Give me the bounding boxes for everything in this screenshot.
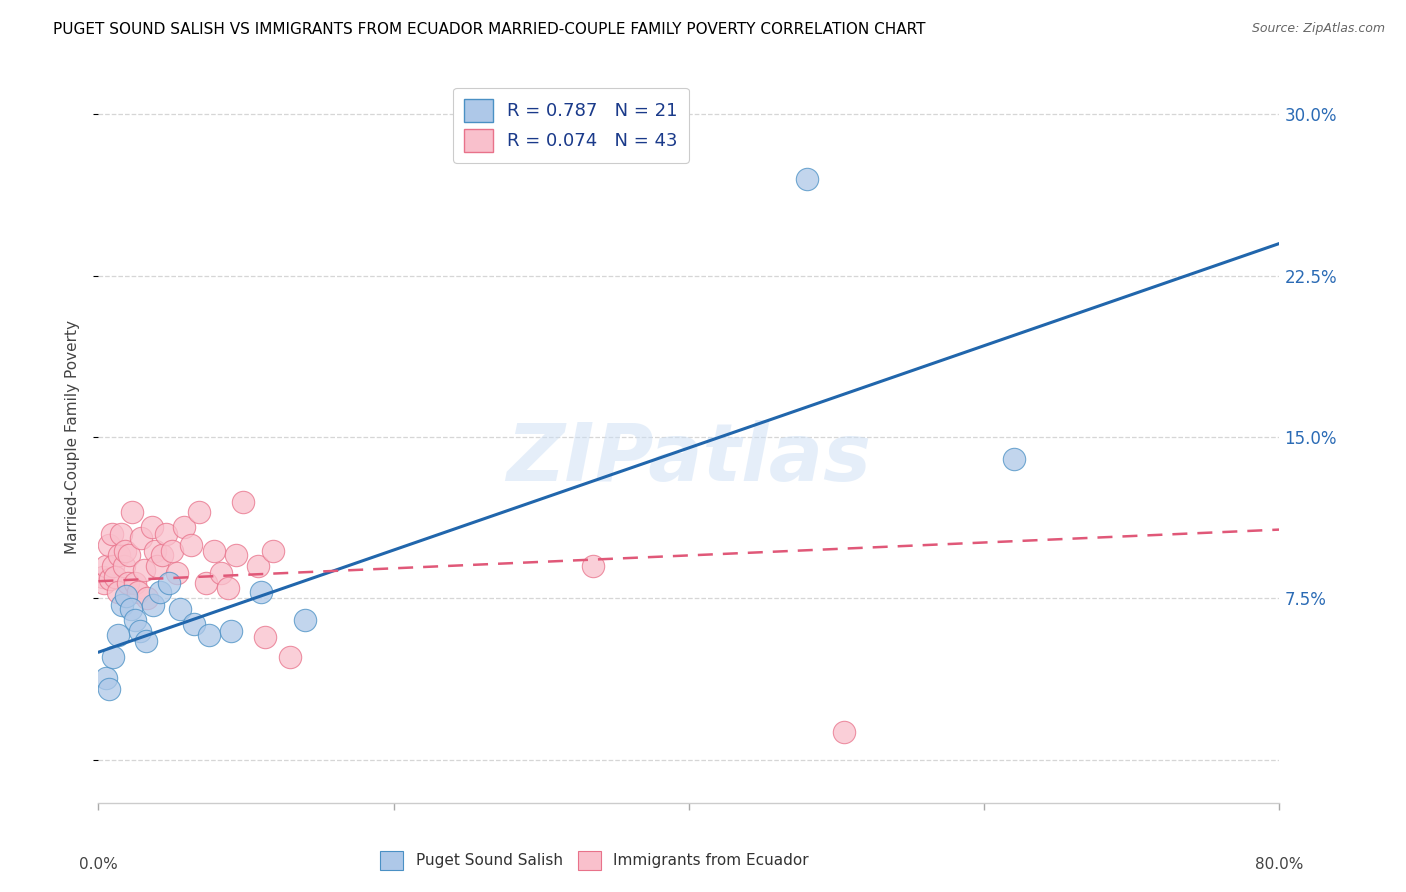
Point xyxy=(111,598,134,612)
Point xyxy=(232,494,254,508)
Text: 80.0%: 80.0% xyxy=(1256,856,1303,871)
Point xyxy=(93,576,115,591)
Point xyxy=(103,559,125,574)
Point xyxy=(108,549,131,563)
Point xyxy=(202,544,225,558)
Point xyxy=(94,559,117,574)
Point xyxy=(97,538,120,552)
Legend: Puget Sound Salish, Immigrants from Ecuador: Puget Sound Salish, Immigrants from Ecua… xyxy=(374,845,814,876)
Point xyxy=(183,617,205,632)
Point xyxy=(166,566,188,580)
Point xyxy=(91,570,114,584)
Point xyxy=(136,591,159,606)
Point xyxy=(180,538,202,552)
Point xyxy=(110,527,132,541)
Point xyxy=(250,585,273,599)
Point xyxy=(104,570,127,584)
Point xyxy=(112,559,135,574)
Point xyxy=(187,505,209,519)
Point xyxy=(195,576,218,591)
Point xyxy=(225,549,247,563)
Point xyxy=(169,602,191,616)
Point xyxy=(114,544,136,558)
Text: Source: ZipAtlas.com: Source: ZipAtlas.com xyxy=(1251,22,1385,36)
Point xyxy=(141,520,163,534)
Point xyxy=(118,549,141,563)
Point xyxy=(124,613,146,627)
Point xyxy=(107,628,129,642)
Point xyxy=(94,671,117,685)
Point xyxy=(796,172,818,186)
Text: PUGET SOUND SALISH VS IMMIGRANTS FROM ECUADOR MARRIED-COUPLE FAMILY POVERTY CORR: PUGET SOUND SALISH VS IMMIGRANTS FROM EC… xyxy=(53,22,927,37)
Point xyxy=(98,572,121,586)
Point xyxy=(124,576,146,591)
Point xyxy=(294,613,316,627)
Text: ZIPatlas: ZIPatlas xyxy=(506,420,872,498)
Point xyxy=(149,585,172,599)
Point xyxy=(135,634,157,648)
Point xyxy=(100,527,122,541)
Point xyxy=(209,566,232,580)
Point xyxy=(146,559,169,574)
Text: 0.0%: 0.0% xyxy=(79,856,118,871)
Point xyxy=(107,585,129,599)
Point xyxy=(128,624,150,638)
Point xyxy=(121,505,143,519)
Point xyxy=(143,544,166,558)
Point xyxy=(582,559,605,574)
Point xyxy=(115,589,138,603)
Point xyxy=(134,564,156,578)
Point xyxy=(173,520,195,534)
Point xyxy=(155,527,177,541)
Point xyxy=(117,576,139,591)
Point xyxy=(103,649,125,664)
Point xyxy=(162,544,183,558)
Point xyxy=(217,581,239,595)
Y-axis label: Married-Couple Family Poverty: Married-Couple Family Poverty xyxy=(65,320,80,554)
Point xyxy=(97,681,120,696)
Point xyxy=(142,598,165,612)
Point xyxy=(221,624,243,638)
Point xyxy=(1002,451,1025,466)
Point xyxy=(262,544,284,558)
Point xyxy=(157,576,180,591)
Point xyxy=(127,585,149,599)
Point xyxy=(246,559,269,574)
Point xyxy=(129,531,152,545)
Point xyxy=(832,724,855,739)
Point xyxy=(280,649,302,664)
Point xyxy=(150,549,173,563)
Point xyxy=(198,628,221,642)
Point xyxy=(120,602,142,616)
Point xyxy=(254,630,277,644)
